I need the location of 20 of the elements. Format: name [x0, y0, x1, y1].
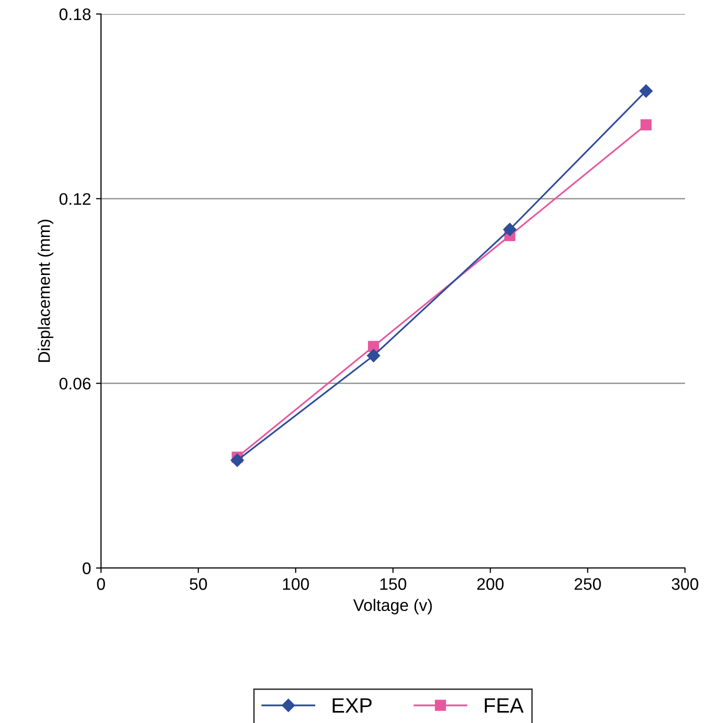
x-tick-label: 150	[380, 578, 406, 590]
x-tick-label: 250	[574, 578, 601, 590]
point	[639, 84, 653, 98]
y-axis-title: Displacement (mm)	[38, 220, 54, 362]
point	[640, 119, 652, 130]
point	[503, 222, 516, 236]
x-tick-label: 0	[97, 578, 105, 590]
y-tick-label: 0.12	[59, 193, 90, 205]
x-tick-label: 100	[283, 578, 309, 590]
y-tick-label: 0.06	[59, 378, 91, 390]
y-tick-label: 0.18	[59, 8, 91, 20]
legend-label: EXP	[332, 698, 372, 713]
x-tick-label: 300	[672, 578, 698, 590]
x-axis-title: Voltage (v)	[353, 598, 432, 614]
point	[366, 349, 380, 362]
legend-label: FEA	[484, 698, 524, 713]
x-tick-label: 50	[190, 578, 207, 590]
x-tick-label: 200	[477, 578, 504, 590]
y-tick-label: 0	[82, 562, 91, 574]
point	[230, 454, 244, 467]
